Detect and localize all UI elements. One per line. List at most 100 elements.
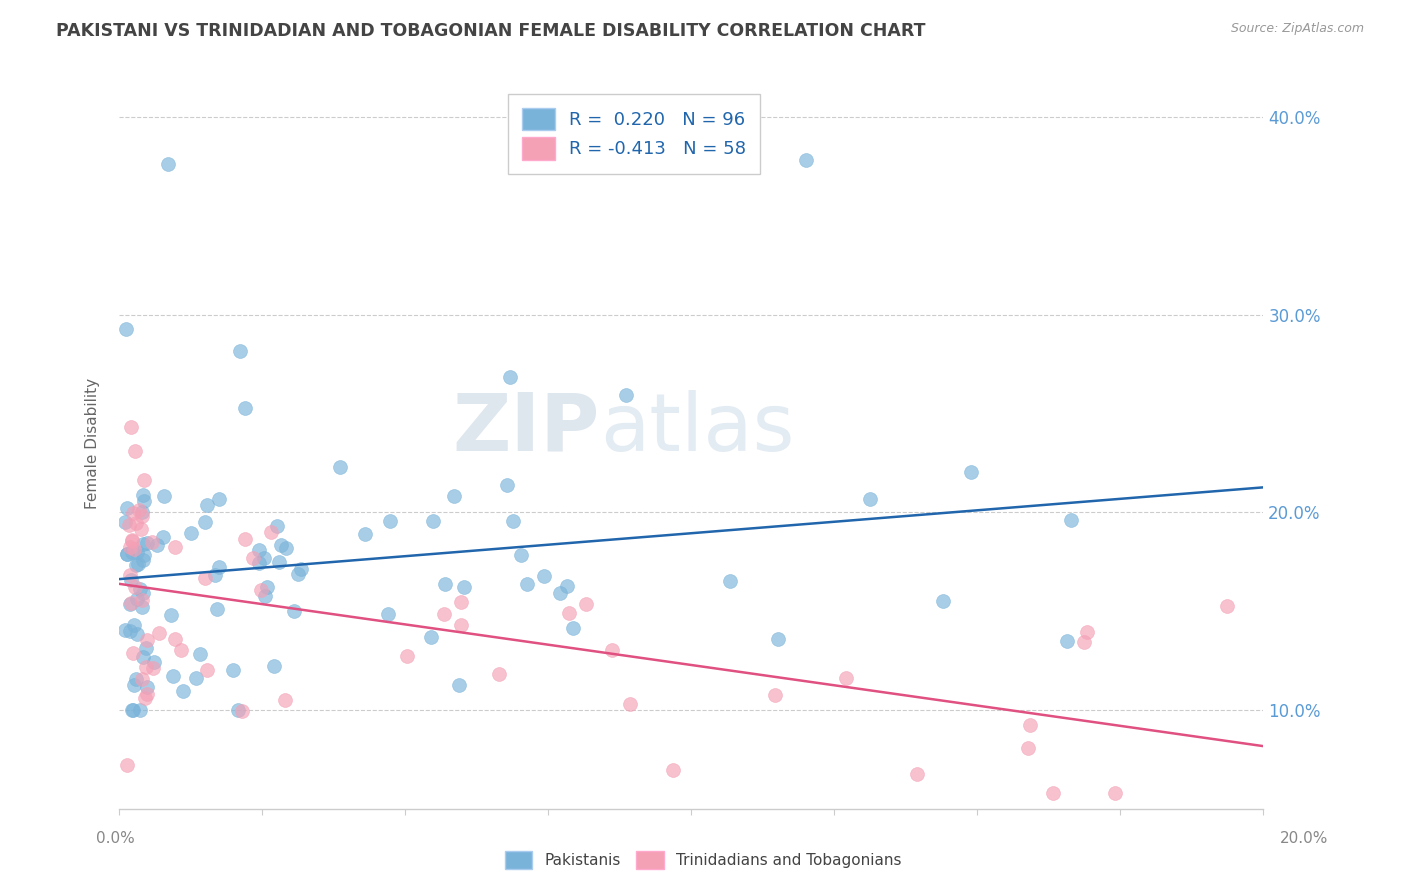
Point <box>134 473 156 487</box>
Point <box>263 659 285 673</box>
Point <box>226 703 249 717</box>
Point <box>118 597 141 611</box>
Point <box>509 548 531 562</box>
Point <box>131 593 153 607</box>
Point <box>250 583 273 598</box>
Point <box>163 540 186 554</box>
Point <box>395 649 418 664</box>
Point <box>600 643 623 657</box>
Point <box>502 514 524 528</box>
Point <box>117 518 139 533</box>
Point <box>120 540 142 554</box>
Point <box>1073 635 1095 649</box>
Point <box>420 630 443 644</box>
Point <box>194 515 217 529</box>
Point <box>121 703 143 717</box>
Point <box>662 763 685 777</box>
Point <box>124 580 146 594</box>
Point <box>195 498 218 512</box>
Point <box>142 661 165 675</box>
Point <box>433 577 456 591</box>
Point <box>208 559 231 574</box>
Point <box>499 370 522 384</box>
Point <box>533 569 555 583</box>
Point <box>516 576 538 591</box>
Point <box>132 649 155 664</box>
Point <box>247 542 270 557</box>
Text: PAKISTANI VS TRINIDADIAN AND TOBAGONIAN FEMALE DISABILITY CORRELATION CHART: PAKISTANI VS TRINIDADIAN AND TOBAGONIAN … <box>56 22 925 40</box>
Point <box>132 585 155 599</box>
Point <box>136 632 159 647</box>
Point <box>1060 513 1083 527</box>
Point <box>614 388 637 402</box>
Point <box>120 596 142 610</box>
Point <box>422 514 444 528</box>
Point <box>170 643 193 657</box>
Point <box>548 586 571 600</box>
Point <box>132 548 155 562</box>
Point <box>450 618 472 632</box>
Point <box>274 692 297 706</box>
Point <box>114 623 136 637</box>
Point <box>136 680 159 694</box>
Point <box>380 514 402 528</box>
Point <box>125 672 148 686</box>
Point <box>128 582 150 596</box>
Point <box>132 537 155 551</box>
Point <box>122 618 145 632</box>
Point <box>153 489 176 503</box>
Y-axis label: Female Disability: Female Disability <box>86 377 100 508</box>
Point <box>233 401 256 416</box>
Point <box>125 544 148 558</box>
Point <box>453 580 475 594</box>
Point <box>247 556 270 570</box>
Point <box>115 500 138 515</box>
Point <box>557 579 579 593</box>
Point <box>131 599 153 614</box>
Point <box>260 525 283 540</box>
Text: Source: ZipAtlas.com: Source: ZipAtlas.com <box>1230 22 1364 36</box>
Point <box>253 550 276 565</box>
Point <box>132 553 155 567</box>
Point <box>932 593 955 607</box>
Point <box>131 508 153 523</box>
Point <box>125 558 148 573</box>
Point <box>229 343 252 358</box>
Point <box>266 519 288 533</box>
Point <box>122 646 145 660</box>
Point <box>859 491 882 506</box>
Point <box>115 547 138 561</box>
Text: ZIP: ZIP <box>453 390 599 467</box>
Point <box>122 703 145 717</box>
Point <box>128 502 150 516</box>
Point <box>256 580 278 594</box>
Point <box>115 547 138 561</box>
Point <box>135 687 157 701</box>
Point <box>122 542 145 557</box>
Point <box>122 678 145 692</box>
Point <box>763 689 786 703</box>
Point <box>135 660 157 674</box>
Point <box>142 655 165 669</box>
Point <box>131 505 153 519</box>
Point <box>377 607 399 621</box>
Point <box>194 571 217 585</box>
Point <box>127 591 149 606</box>
Point <box>1019 718 1042 732</box>
Point <box>172 683 194 698</box>
Point <box>1017 740 1039 755</box>
Point <box>488 667 510 681</box>
Point <box>561 621 583 635</box>
Point <box>274 541 297 555</box>
Point <box>121 533 143 547</box>
Point <box>242 550 264 565</box>
Point <box>135 640 157 655</box>
Point <box>433 607 456 621</box>
Point <box>222 664 245 678</box>
Point <box>117 757 139 772</box>
Point <box>195 663 218 677</box>
Point <box>148 626 170 640</box>
Point <box>1076 625 1098 640</box>
Point <box>253 589 276 603</box>
Point <box>127 557 149 571</box>
